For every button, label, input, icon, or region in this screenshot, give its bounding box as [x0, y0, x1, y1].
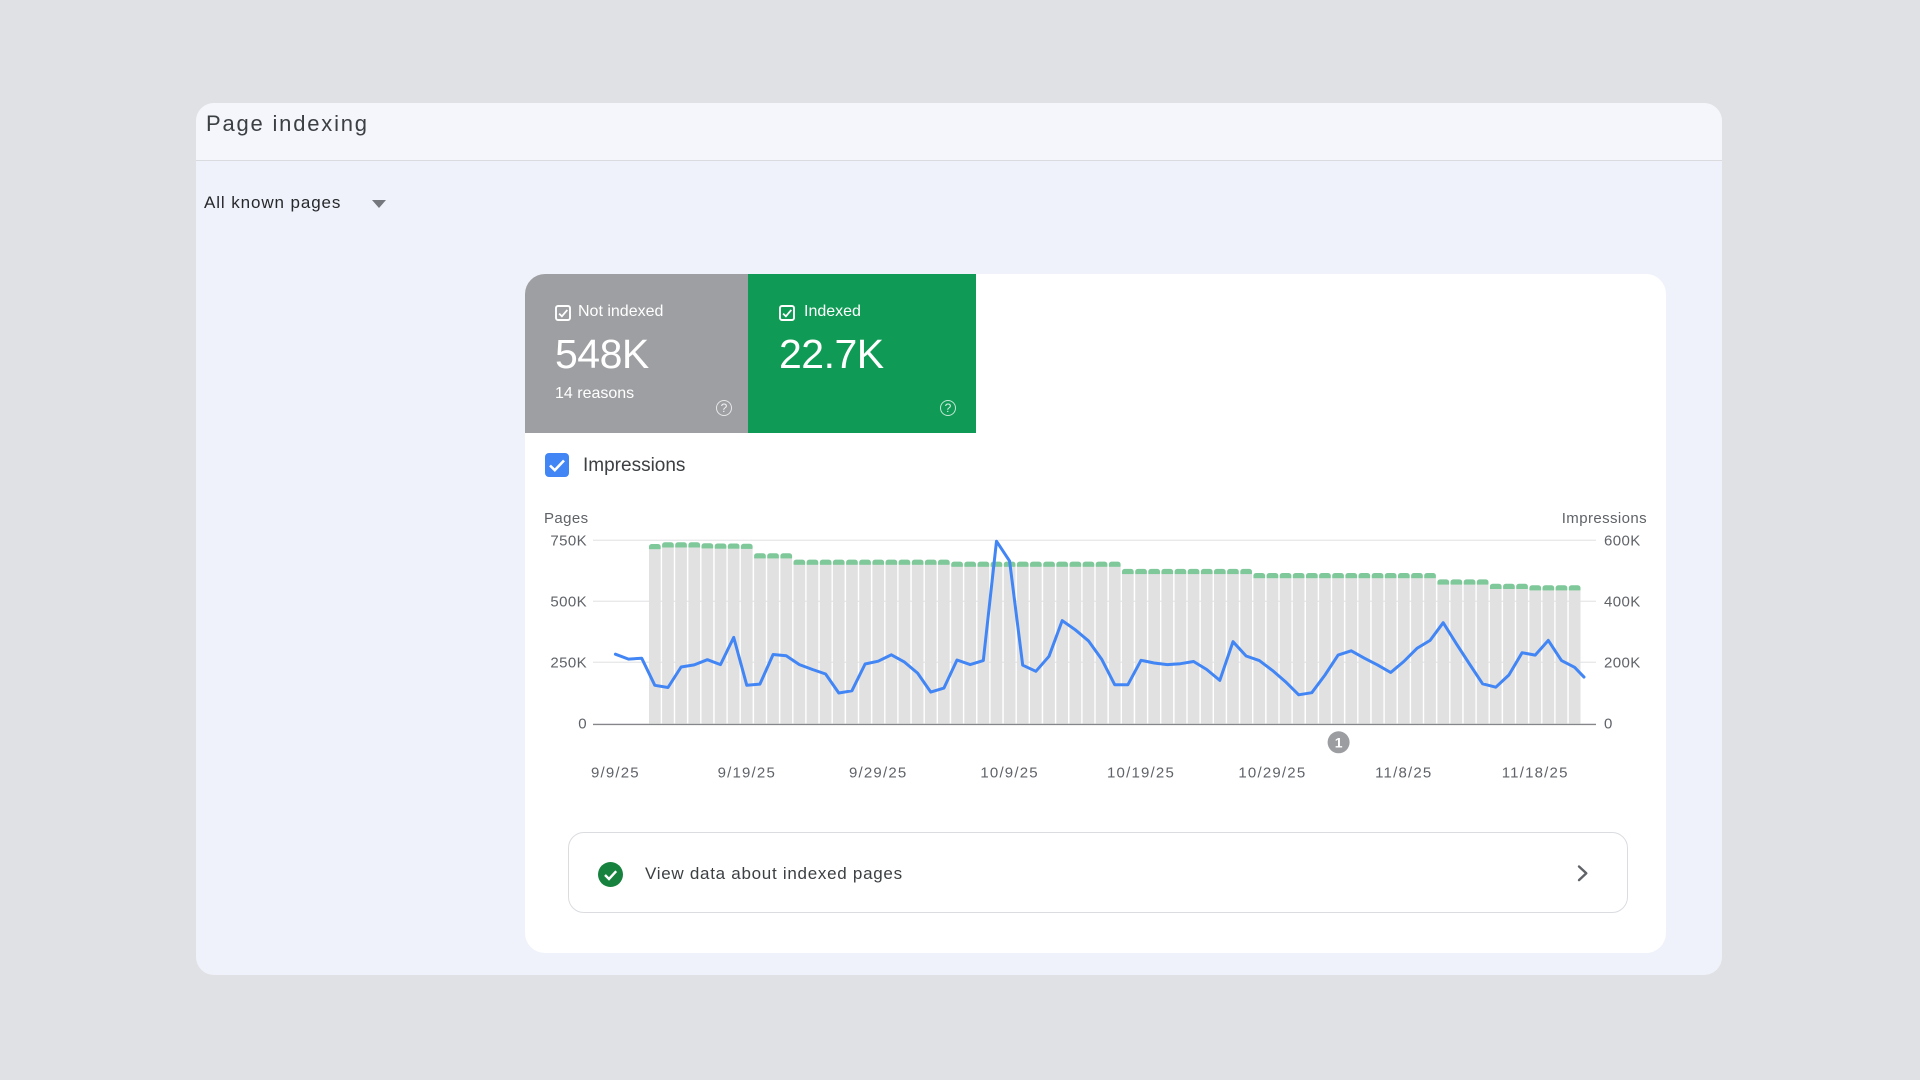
- svg-text:750K: 750K: [550, 532, 587, 549]
- svg-text:400K: 400K: [1604, 593, 1641, 610]
- svg-text:600K: 600K: [1604, 532, 1641, 549]
- svg-text:9/19/25: 9/19/25: [718, 765, 776, 782]
- svg-text:250K: 250K: [550, 654, 587, 671]
- svg-text:0: 0: [1604, 716, 1613, 733]
- svg-text:0: 0: [578, 716, 587, 733]
- svg-text:200K: 200K: [1604, 654, 1641, 671]
- svg-text:Pages: Pages: [544, 510, 589, 527]
- svg-text:1: 1: [1335, 734, 1343, 750]
- svg-text:Impressions: Impressions: [1562, 510, 1647, 527]
- svg-text:10/9/25: 10/9/25: [980, 765, 1038, 782]
- svg-text:9/29/25: 9/29/25: [849, 765, 907, 782]
- svg-text:11/18/25: 11/18/25: [1502, 765, 1569, 782]
- svg-text:9/9/25: 9/9/25: [591, 765, 640, 782]
- svg-text:11/8/25: 11/8/25: [1375, 765, 1432, 782]
- svg-text:10/19/25: 10/19/25: [1107, 765, 1175, 782]
- svg-text:10/29/25: 10/29/25: [1238, 765, 1306, 782]
- svg-text:500K: 500K: [550, 593, 587, 610]
